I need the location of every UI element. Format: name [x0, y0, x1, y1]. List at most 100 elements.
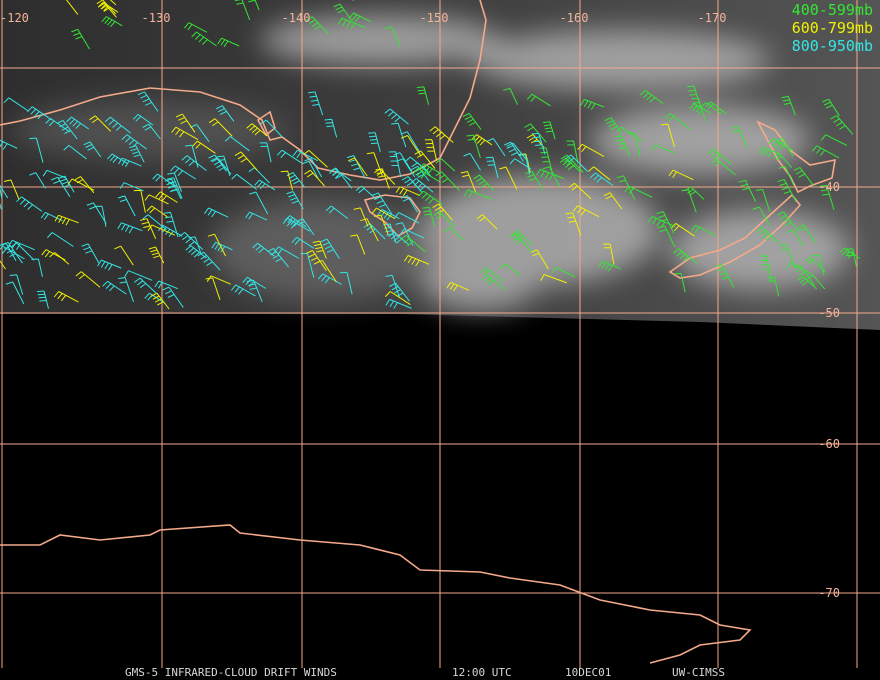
latitude-label: -60: [818, 437, 840, 451]
wind-barb: [647, 216, 676, 229]
wind-barb: [773, 153, 793, 169]
wind-barb: [394, 212, 420, 224]
wind-barb: [45, 118, 71, 133]
wind-barb: [568, 182, 592, 200]
wind-barb: [660, 123, 675, 148]
wind-barb: [371, 192, 393, 215]
wind-barb: [391, 122, 407, 148]
latitude-label: -50: [818, 306, 840, 320]
wind-barb: [133, 189, 146, 213]
wind-barb: [577, 143, 605, 157]
wind-barb: [162, 286, 184, 308]
wind-barb: [786, 229, 803, 247]
wind-barb: [67, 178, 95, 191]
wind-barb: [63, 145, 87, 160]
wind-barb: [154, 280, 179, 290]
wind-barb: [286, 172, 306, 189]
wind-barb: [101, 16, 123, 28]
wind-barb: [403, 255, 430, 267]
wind-barb: [71, 28, 90, 50]
wind-barb: [758, 146, 781, 158]
source-label: UW-CIMSS: [672, 666, 725, 679]
wind-barb: [3, 179, 20, 200]
wind-barb: [444, 227, 464, 241]
wind-barb: [486, 138, 506, 157]
wind-barb: [399, 228, 425, 239]
latitude-label: -70: [818, 586, 840, 600]
wind-barb: [759, 255, 772, 281]
wind-barb: [320, 238, 340, 259]
wind-barb: [49, 252, 70, 265]
wind-barb: [624, 185, 653, 198]
wind-barb: [433, 211, 455, 228]
wind-barb: [422, 207, 435, 227]
wind-barb: [142, 214, 167, 231]
wind-barb: [710, 158, 736, 176]
wind-barb: [324, 118, 338, 138]
wind-barb: [204, 207, 229, 218]
wind-barb: [280, 170, 293, 191]
wind-barb: [231, 284, 256, 297]
wind-barb: [424, 139, 438, 161]
wind-barb: [797, 224, 816, 244]
wind-barb: [463, 152, 481, 171]
wind-barb: [418, 190, 443, 206]
longitude-label: -170: [698, 11, 727, 25]
wind-barb: [460, 171, 477, 192]
wind-barb: [416, 86, 430, 105]
wind-barb: [208, 118, 233, 137]
wind-barb: [178, 232, 204, 250]
wind-barb: [588, 166, 611, 181]
longitude-label: -130: [142, 11, 171, 25]
wind-barb: [410, 178, 434, 193]
wind-barb: [66, 116, 89, 130]
wind-barb: [673, 248, 698, 264]
longitude-label: -160: [560, 11, 589, 25]
wind-barb: [473, 174, 495, 191]
wind-barb: [5, 281, 25, 305]
wind-barb: [260, 119, 283, 138]
wind-barb: [418, 163, 441, 175]
wind-barb: [192, 140, 216, 154]
wind-barb: [208, 154, 227, 172]
wind-barb: [797, 275, 818, 290]
wind-barb: [254, 179, 276, 191]
wind-barb: [184, 144, 199, 168]
wind-barb: [292, 149, 318, 162]
wind-barb: [217, 37, 240, 48]
wind-barb: [414, 150, 436, 169]
wind-barb: [664, 113, 691, 130]
wind-barb: [776, 211, 799, 232]
wind-barb: [248, 167, 270, 184]
wind-barb: [779, 244, 796, 269]
wind-barb: [146, 205, 168, 218]
wind-barb: [812, 254, 825, 276]
wind-barb: [603, 243, 615, 265]
wind-barb: [566, 140, 579, 163]
wind-barb: [304, 169, 325, 187]
wind-barb: [639, 89, 664, 105]
wind-barb: [446, 281, 470, 292]
wind-barb: [580, 98, 605, 110]
wind-barb: [197, 251, 221, 271]
wind-barb: [317, 273, 342, 285]
wind-barb: [0, 184, 9, 199]
wind-barb: [10, 242, 35, 261]
wind-barb: [132, 113, 154, 126]
wind-barb: [511, 230, 533, 246]
wind-barb: [830, 115, 854, 135]
wind-barb: [104, 116, 132, 134]
wind-barb: [614, 135, 631, 157]
wind-barb: [75, 271, 101, 288]
wind-barb: [499, 166, 518, 190]
wind-barb: [329, 168, 352, 182]
wind-barb: [681, 189, 697, 213]
wind-barb: [47, 232, 74, 247]
wind-barb: [286, 191, 304, 210]
wind-barb: [668, 169, 694, 181]
wind-barb: [812, 145, 840, 159]
wind-barb: [347, 157, 368, 177]
wind-barb: [377, 209, 400, 221]
wind-barb: [368, 132, 381, 152]
